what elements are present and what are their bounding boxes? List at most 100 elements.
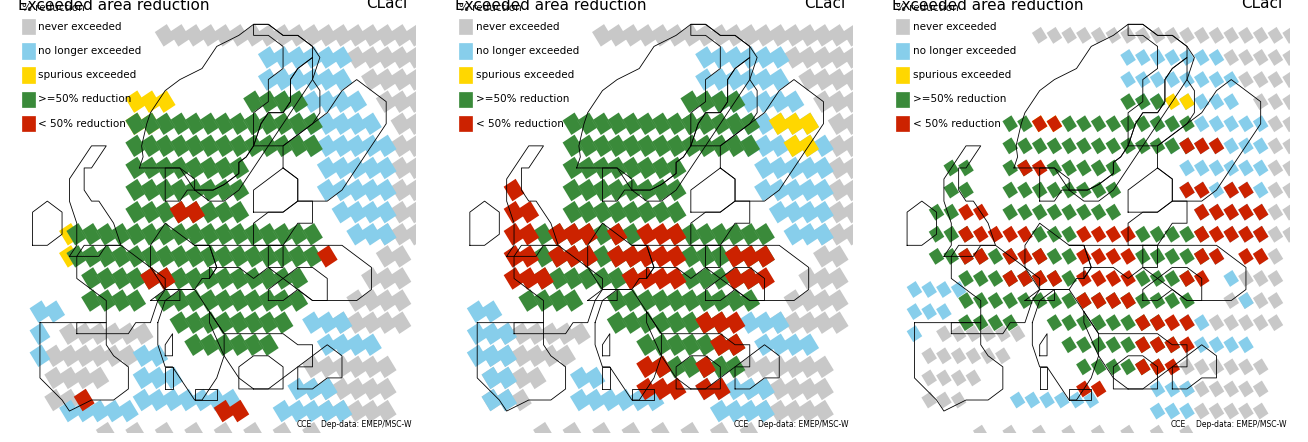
Polygon shape: [1164, 93, 1180, 110]
Polygon shape: [636, 24, 657, 46]
Polygon shape: [1135, 226, 1151, 243]
Polygon shape: [798, 201, 819, 223]
Polygon shape: [272, 422, 293, 442]
Polygon shape: [317, 46, 337, 69]
Polygon shape: [1223, 336, 1239, 353]
Polygon shape: [1018, 292, 1033, 309]
Polygon shape: [1209, 115, 1224, 132]
Polygon shape: [651, 290, 672, 312]
Polygon shape: [798, 378, 819, 400]
Polygon shape: [739, 135, 760, 157]
Polygon shape: [1180, 93, 1194, 110]
Polygon shape: [593, 223, 613, 245]
Polygon shape: [1135, 358, 1151, 375]
Polygon shape: [1061, 336, 1076, 353]
Polygon shape: [1267, 226, 1283, 243]
Polygon shape: [651, 378, 672, 400]
Polygon shape: [1253, 137, 1269, 154]
Polygon shape: [375, 223, 396, 245]
Polygon shape: [302, 378, 323, 400]
Polygon shape: [1002, 270, 1018, 287]
Polygon shape: [1002, 270, 1018, 287]
Polygon shape: [725, 378, 746, 400]
Polygon shape: [140, 245, 161, 267]
Polygon shape: [1091, 381, 1107, 397]
Polygon shape: [755, 378, 774, 400]
Polygon shape: [607, 24, 628, 46]
Polygon shape: [317, 378, 337, 400]
Polygon shape: [1223, 403, 1239, 419]
Polygon shape: [1180, 137, 1194, 154]
Polygon shape: [1105, 27, 1121, 44]
Polygon shape: [44, 389, 65, 411]
Polygon shape: [1223, 49, 1239, 66]
Polygon shape: [1282, 93, 1298, 110]
Polygon shape: [481, 301, 502, 323]
Polygon shape: [1194, 403, 1210, 419]
Bar: [896, 67, 909, 83]
Polygon shape: [739, 312, 760, 334]
Polygon shape: [140, 179, 161, 201]
Polygon shape: [1076, 27, 1092, 44]
Polygon shape: [798, 113, 819, 135]
Polygon shape: [783, 378, 804, 400]
Polygon shape: [607, 267, 628, 290]
Polygon shape: [534, 290, 553, 312]
Text: < 50% reduction: < 50% reduction: [913, 119, 1001, 129]
Polygon shape: [621, 179, 642, 201]
Polygon shape: [1209, 137, 1224, 154]
Polygon shape: [585, 389, 606, 411]
Polygon shape: [272, 113, 293, 135]
Polygon shape: [1209, 403, 1224, 419]
Polygon shape: [405, 223, 426, 245]
Polygon shape: [725, 290, 746, 312]
Polygon shape: [798, 24, 819, 46]
Polygon shape: [1209, 71, 1224, 88]
Polygon shape: [184, 113, 205, 135]
Polygon shape: [504, 245, 525, 267]
Polygon shape: [607, 179, 628, 201]
Polygon shape: [593, 113, 613, 135]
Polygon shape: [666, 356, 687, 378]
Polygon shape: [1194, 115, 1210, 132]
Polygon shape: [1120, 270, 1135, 287]
Polygon shape: [973, 204, 989, 221]
Polygon shape: [1209, 248, 1224, 265]
Polygon shape: [548, 223, 569, 245]
Polygon shape: [1253, 71, 1269, 88]
Polygon shape: [921, 370, 937, 386]
Polygon shape: [755, 356, 774, 378]
Polygon shape: [1150, 115, 1165, 132]
Polygon shape: [695, 356, 715, 378]
Polygon shape: [170, 312, 190, 334]
Polygon shape: [929, 226, 944, 243]
Polygon shape: [1180, 270, 1194, 287]
Polygon shape: [229, 400, 250, 422]
Polygon shape: [162, 367, 183, 389]
Polygon shape: [288, 400, 309, 422]
Polygon shape: [951, 347, 967, 364]
Polygon shape: [496, 367, 517, 389]
Polygon shape: [680, 245, 701, 267]
Polygon shape: [814, 179, 833, 201]
Polygon shape: [332, 334, 352, 356]
Polygon shape: [651, 356, 672, 378]
Polygon shape: [302, 135, 323, 157]
Polygon shape: [842, 91, 863, 113]
Polygon shape: [272, 400, 293, 422]
Polygon shape: [405, 24, 426, 46]
Polygon shape: [929, 204, 944, 221]
Polygon shape: [548, 245, 569, 267]
Polygon shape: [332, 201, 352, 223]
Polygon shape: [375, 157, 396, 179]
Polygon shape: [126, 113, 146, 135]
Polygon shape: [481, 345, 502, 367]
Polygon shape: [511, 345, 532, 367]
Polygon shape: [199, 201, 220, 223]
Polygon shape: [666, 179, 687, 201]
Polygon shape: [577, 179, 598, 201]
Polygon shape: [1180, 115, 1194, 132]
Polygon shape: [1046, 314, 1062, 331]
Polygon shape: [577, 245, 598, 267]
Polygon shape: [229, 290, 250, 312]
